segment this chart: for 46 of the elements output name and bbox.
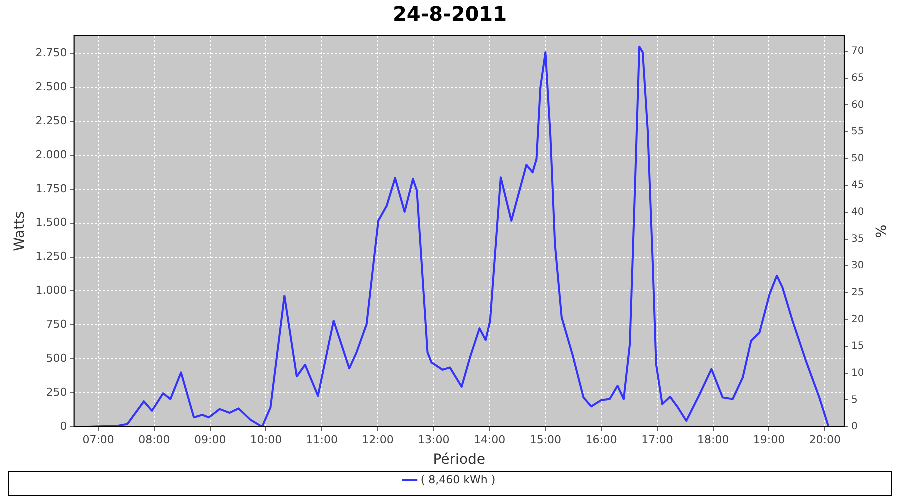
y2-tick-label: 25 [851, 288, 864, 299]
y-tick-label: 2.500 [36, 80, 68, 94]
y-tick-label: 1.500 [36, 216, 68, 230]
y-tick-label: 1.250 [36, 250, 68, 264]
y2-tick-label: 5 [851, 394, 858, 406]
x-tick-label: 11:00 [306, 433, 338, 446]
x-axis-title: Période [433, 452, 486, 468]
y-tick-label: 0 [60, 420, 68, 433]
y-tick-label: 1.750 [36, 182, 68, 196]
y2-tick-label: 30 [851, 260, 864, 272]
y-axis-title: Watts [12, 212, 28, 252]
y2-tick-label: 10 [851, 368, 864, 379]
x-tick-label: 15:00 [530, 433, 562, 446]
y2-tick-label: 40 [851, 207, 864, 218]
y2-tick-label: 45 [851, 180, 864, 192]
y2-tick-label: 50 [851, 153, 864, 164]
y-tick-label: 500 [46, 352, 68, 365]
y-tick-label: 1.000 [36, 284, 68, 298]
y2-tick-label: 15 [851, 341, 864, 352]
y2-tick-label: 70 [851, 46, 864, 58]
y-tick-label: 750 [46, 318, 68, 332]
y2-tick-label: 20 [851, 314, 864, 326]
chart-title: 24-8-2011 [392, 2, 508, 26]
x-tick-label: 18:00 [698, 433, 730, 446]
y2-tick-label: 0 [851, 422, 858, 433]
y2-tick-label: 60 [851, 100, 864, 111]
x-tick-label: 20:00 [809, 433, 841, 446]
y-tick-label: 250 [46, 386, 68, 399]
x-tick-label: 12:00 [362, 433, 394, 446]
x-tick-label: 17:00 [642, 433, 674, 446]
x-tick-label: 07:00 [82, 433, 114, 446]
y-tick-label: 2.000 [36, 148, 68, 162]
x-tick-label: 08:00 [138, 433, 170, 446]
y2-tick-label: 35 [851, 234, 864, 245]
x-tick-label: 16:00 [586, 433, 618, 446]
x-tick-label: 09:00 [194, 433, 226, 446]
x-tick-label: 14:00 [474, 433, 506, 446]
y2-axis-title: % [872, 224, 888, 238]
x-tick-label: 19:00 [753, 433, 786, 446]
y-tick-label: 2.750 [36, 46, 68, 60]
y-tick-label: 2.250 [36, 114, 68, 128]
y2-tick-label: 55 [851, 126, 864, 138]
x-tick-label: 13:00 [418, 433, 450, 446]
legend-label: ( 8,460 kWh ) [420, 473, 496, 486]
x-tick-label: 10:00 [250, 433, 282, 446]
y2-tick-label: 65 [851, 72, 864, 84]
